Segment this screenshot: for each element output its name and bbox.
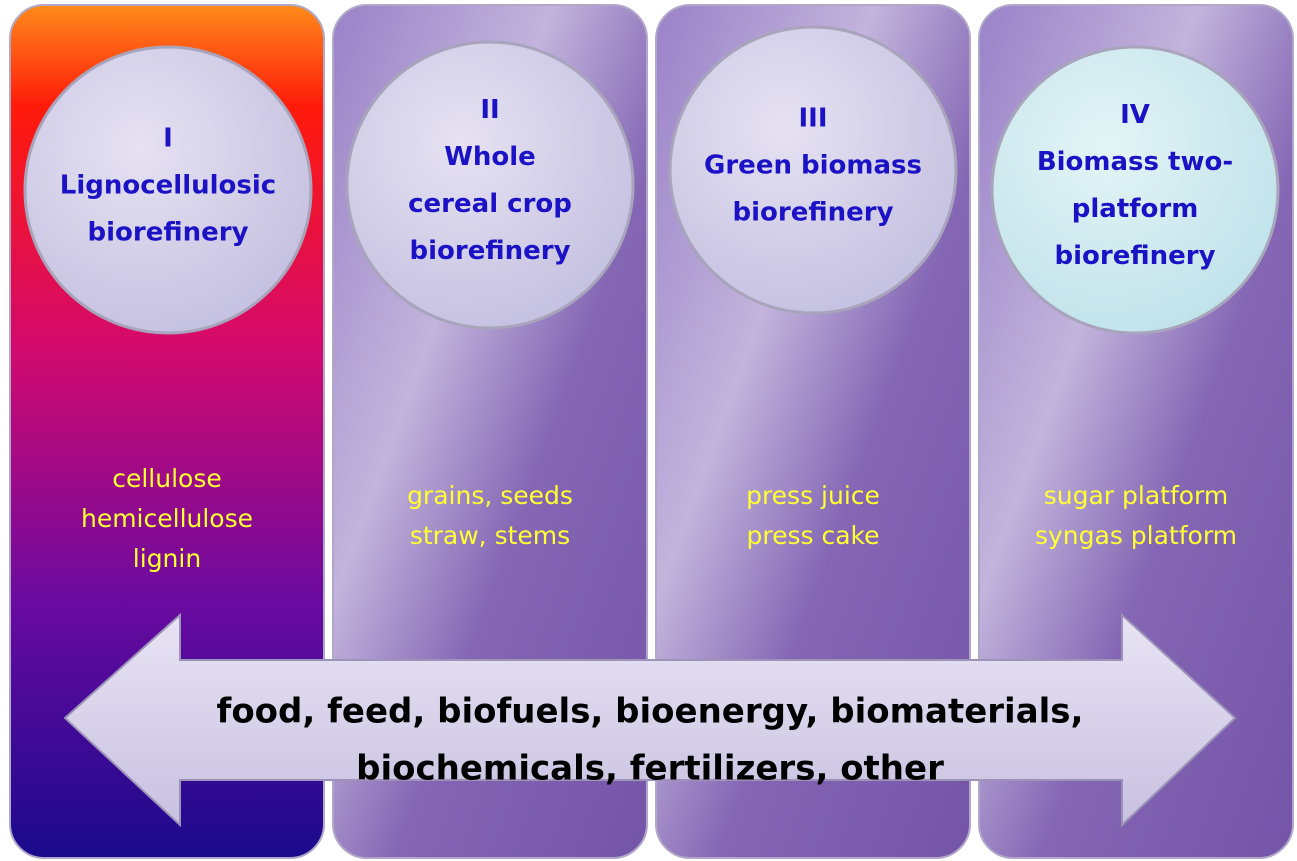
title-line: Green biomass	[704, 151, 922, 181]
feedstock-item: lignin	[133, 544, 201, 573]
double-arrow	[63, 612, 1237, 828]
arrow-line: biochemicals, fertilizers, other	[356, 749, 944, 789]
title-line: platform	[1072, 194, 1199, 224]
title-line: cereal crop	[408, 189, 572, 219]
title-line: Lignocellulosic	[60, 171, 276, 201]
feedstock-item: press juice	[746, 481, 880, 510]
feedstock-item: syngas platform	[1035, 521, 1237, 550]
title-circle	[668, 25, 958, 315]
columns: I Lignocellulosic biorefinery cellulose hemi…	[9, 4, 1294, 859]
arrow-line: food, feed, biofuels, bioenergy, biomate…	[217, 692, 1084, 732]
title-circle	[345, 40, 635, 330]
title-line: biorefinery	[87, 218, 248, 248]
title-circle	[23, 45, 313, 335]
numeral: IV	[1120, 100, 1150, 130]
title-line: biorefinery	[732, 198, 893, 228]
title-line: Biomass two-	[1037, 147, 1233, 177]
feedstock-item: grains, seeds	[407, 481, 573, 510]
title-line: Whole	[444, 142, 536, 172]
numeral: III	[798, 104, 827, 134]
feedstock-item: hemicellulose	[81, 504, 253, 533]
feedstock-item: sugar platform	[1044, 481, 1229, 510]
numeral: I	[163, 124, 173, 154]
title-line: biorefinery	[1054, 241, 1215, 271]
title-line: biorefinery	[409, 236, 570, 266]
numeral: II	[480, 95, 499, 125]
feedstock-item: press cake	[746, 521, 879, 550]
title-circle	[990, 45, 1280, 335]
feedstock-item: straw, stems	[410, 521, 570, 550]
feedstock-item: cellulose	[112, 464, 222, 493]
